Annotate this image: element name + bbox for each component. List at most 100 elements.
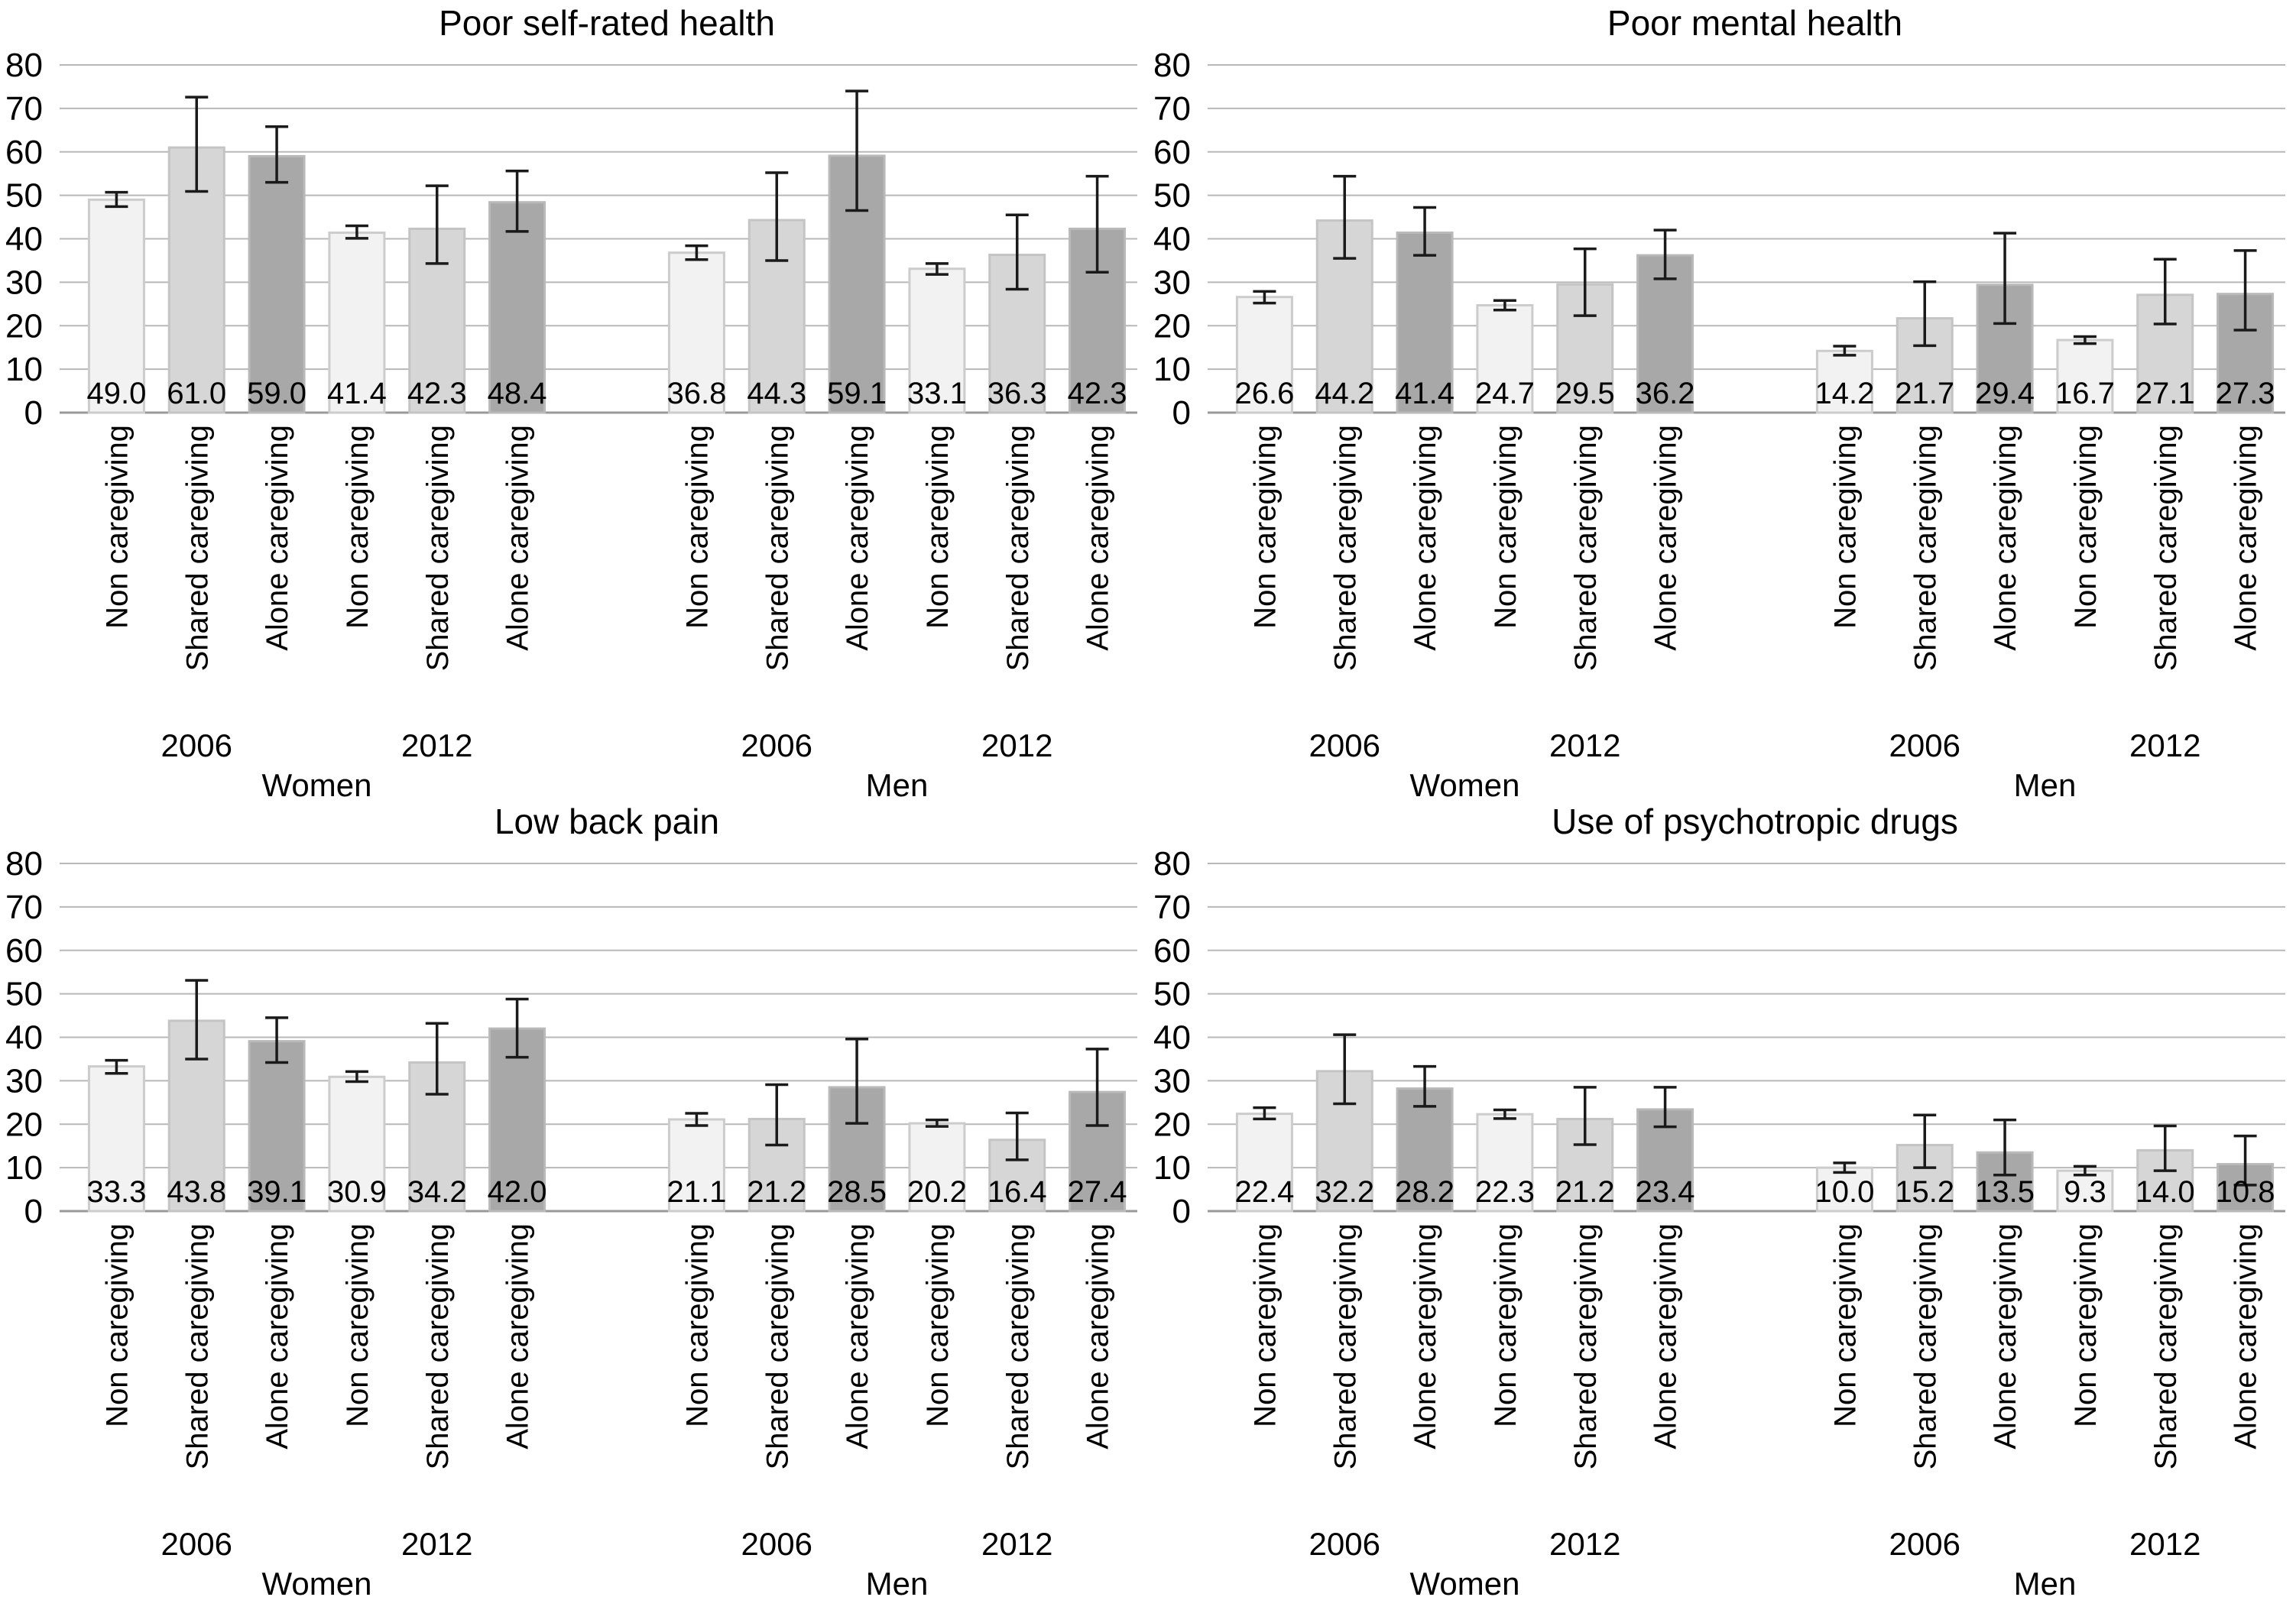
bar-value-label: 10.0 (1814, 1175, 1874, 1209)
bar-alone-caregiving (1396, 1087, 1454, 1213)
category-label: Shared caregiving (2149, 425, 2183, 671)
y-tick-label: 0 (1172, 394, 1191, 432)
category-label: Shared caregiving (1908, 425, 1942, 671)
category-label: Alone caregiving (501, 1223, 535, 1450)
bar-value-label: 61.0 (167, 377, 226, 410)
panel-poor-mental-health: Poor mental health 80 70 60 50 40 30 20 10 0 26.6 N… (1148, 0, 2296, 798)
category-label: Shared caregiving (1569, 425, 1603, 671)
category-label: Shared caregiving (1328, 1223, 1362, 1469)
y-tick-label: 50 (1153, 177, 1191, 215)
y-tick-label: 30 (5, 1062, 43, 1100)
y-tick-label: 40 (5, 1019, 43, 1057)
category-label: Non caregiving (1489, 425, 1523, 629)
y-tick-label: 80 (1153, 845, 1191, 883)
bar-value-label: 22.4 (1234, 1175, 1294, 1209)
category-label: Alone caregiving (1082, 425, 1115, 651)
category-label: Non caregiving (341, 425, 375, 629)
category-label: Alone caregiving (841, 425, 874, 651)
bar-value-label: 43.8 (167, 1175, 226, 1209)
category-label: Shared caregiving (1001, 425, 1035, 671)
year-label: 2006 (1889, 727, 1960, 763)
bar-value-label: 26.6 (1234, 377, 1294, 410)
bar-value-label: 21.1 (666, 1175, 726, 1209)
bar-value-label: 28.5 (827, 1175, 887, 1209)
year-label: 2006 (161, 1526, 232, 1562)
category-label: Non caregiving (921, 425, 955, 629)
category-label: Alone caregiving (261, 1223, 294, 1450)
category-label: Alone caregiving (1649, 425, 1683, 651)
bar-value-label: 33.3 (86, 1175, 146, 1209)
category-label: Alone caregiving (1409, 425, 1442, 651)
category-label: Shared caregiving (1328, 425, 1362, 671)
bar-value-label: 20.2 (907, 1175, 967, 1209)
category-label: Alone caregiving (1082, 1223, 1115, 1450)
bar-value-label: 22.3 (1475, 1175, 1535, 1209)
bar-value-label: 23.4 (1636, 1175, 1695, 1209)
category-label: Shared caregiving (421, 1223, 455, 1469)
year-label: 2012 (2129, 1526, 2200, 1562)
chart-poor-mental-health: Poor mental health 80 70 60 50 40 30 20 10 0 26.6 N… (1153, 3, 2285, 798)
y-tick-label: 70 (1153, 889, 1191, 926)
bar-non-caregiving (2056, 339, 2114, 414)
bar-non-caregiving (667, 1118, 725, 1213)
year-label: 2006 (1309, 1526, 1380, 1562)
category-label: Shared caregiving (1908, 1223, 1942, 1469)
bar-value-label: 41.4 (327, 377, 387, 410)
bar-value-label: 13.5 (1975, 1175, 2035, 1209)
bar-non-caregiving (1476, 1113, 1534, 1213)
category-label: Alone caregiving (1649, 1223, 1683, 1450)
bar-value-label: 27.4 (1068, 1175, 1127, 1209)
y-tick-label: 70 (1153, 90, 1191, 128)
category-label: Alone caregiving (1989, 425, 2022, 651)
bar-value-label: 27.1 (2135, 377, 2195, 410)
category-label: Shared caregiving (180, 1223, 214, 1469)
category-label: Alone caregiving (1409, 1223, 1442, 1450)
y-tick-label: 80 (1153, 47, 1191, 84)
y-tick-label: 70 (5, 889, 43, 926)
y-tick-label: 50 (5, 976, 43, 1013)
bar-alone-caregiving (248, 154, 306, 414)
gender-label: Women (262, 767, 372, 798)
category-label: Alone caregiving (2230, 1223, 2263, 1450)
bar-non-caregiving (1476, 304, 1534, 414)
category-label: Alone caregiving (2230, 425, 2263, 651)
bar-value-label: 21.2 (747, 1175, 806, 1209)
y-tick-label: 0 (24, 1193, 43, 1230)
y-tick-label: 0 (1172, 1193, 1191, 1230)
bar-non-caregiving (667, 251, 725, 414)
category-label: Shared caregiving (1001, 1223, 1035, 1469)
category-label: Shared caregiving (2149, 1223, 2183, 1469)
bar-value-label: 27.3 (2216, 377, 2275, 410)
gender-label: Women (1410, 767, 1520, 798)
category-label: Non caregiving (100, 425, 134, 629)
category-label: Non caregiving (680, 425, 714, 629)
category-label: Non caregiving (100, 1223, 134, 1427)
y-tick-label: 80 (5, 47, 43, 84)
category-label: Non caregiving (1489, 1223, 1523, 1427)
bar-value-label: 36.3 (987, 377, 1047, 410)
gender-label: Men (866, 767, 929, 798)
chart-title: Poor mental health (1607, 3, 1902, 43)
year-label: 2012 (401, 727, 472, 763)
y-tick-label: 10 (1153, 351, 1191, 388)
category-label: Alone caregiving (1989, 1223, 2022, 1450)
bar-value-label: 28.2 (1395, 1175, 1454, 1209)
category-label: Alone caregiving (501, 425, 535, 651)
category-label: Non caregiving (2069, 1223, 2103, 1427)
bar-value-label: 16.7 (2055, 377, 2115, 410)
y-tick-label: 50 (1153, 976, 1191, 1013)
bar-value-label: 44.3 (747, 377, 806, 410)
bar-value-label: 29.5 (1555, 377, 1615, 410)
category-label: Shared caregiving (760, 1223, 794, 1469)
category-label: Shared caregiving (1569, 1223, 1603, 1469)
y-tick-label: 70 (5, 90, 43, 128)
bar-alone-caregiving (1396, 232, 1454, 414)
y-tick-label: 20 (1153, 1106, 1191, 1143)
bar-value-label: 39.1 (247, 1175, 306, 1209)
y-tick-label: 60 (5, 932, 43, 970)
bar-value-label: 42.0 (488, 1175, 547, 1209)
y-tick-label: 40 (1153, 221, 1191, 258)
year-label: 2012 (1549, 727, 1620, 763)
y-tick-label: 60 (5, 134, 43, 171)
bar-value-label: 10.8 (2216, 1175, 2275, 1209)
